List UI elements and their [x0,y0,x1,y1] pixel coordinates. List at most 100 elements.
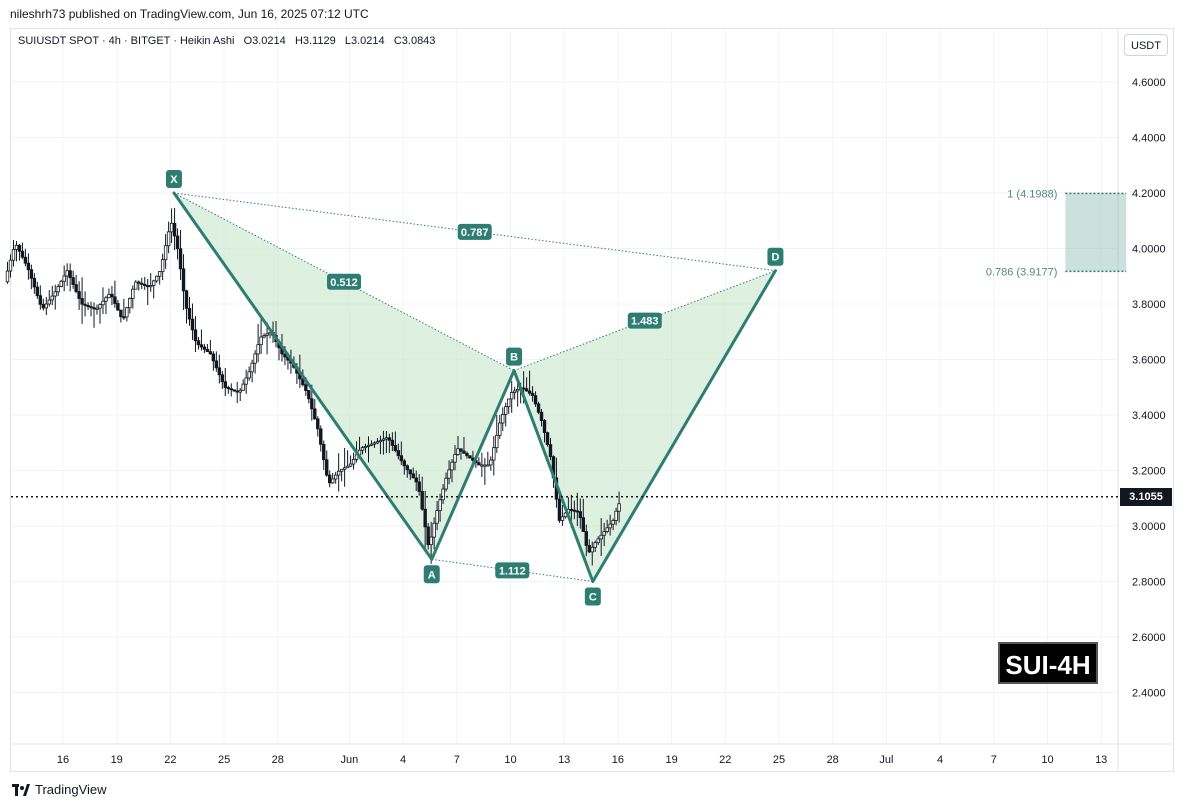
candle-body [548,444,553,458]
candle-body [489,459,493,466]
candle-body [32,277,37,288]
candle-body [447,469,451,479]
candle-body [190,318,195,331]
legend-symbol: SUIUSDT SPOT · 4h · BITGET · Heikin Ashi [18,35,235,47]
leg-ab [430,369,516,561]
fib-level-label: 0.786 (3.9177) [986,266,1058,278]
x-tick-label: 28 [272,754,284,766]
candle-body [459,448,463,452]
candle-body [211,353,216,362]
candle-body [116,303,120,311]
footer-brand-label: TradingView [35,782,107,797]
candle-body [74,284,78,292]
ratio-label: 0.787 [461,227,489,239]
candle-body [193,329,198,342]
candle-body [131,288,135,299]
candle-body [151,280,156,286]
candle-body [149,285,153,288]
candle-body [184,290,189,309]
candle-body [181,268,186,292]
candle-body [423,508,427,528]
candle-body [602,531,606,536]
x-tick-label: 19 [665,754,677,766]
footer-brand[interactable]: TradingView [12,782,107,797]
candle-body [178,248,183,270]
candle-body [244,377,248,385]
point-badge [165,170,182,188]
ratio-line [513,270,776,372]
candle-body [507,398,511,408]
candle-body [345,465,350,469]
ratio-badge [327,273,362,290]
candle-body [310,398,314,410]
candle-body [444,477,448,490]
candle-body [512,390,517,393]
candle-body [23,256,28,264]
legend-low: L3.0214 [344,35,385,47]
candle-body [128,298,132,309]
candle-body [560,516,565,521]
candle-body [113,296,117,304]
candle-body [175,235,180,250]
candle-body [319,428,323,445]
x-tick-label: 10 [504,754,516,766]
x-tick-label: 16 [612,754,624,766]
ratio-label: 0.512 [330,277,358,289]
ratio-label: 1.483 [631,316,659,328]
candle-body [578,511,583,519]
candle-body [262,335,266,338]
x-tick-label: Jul [879,754,893,766]
candle-body [536,403,541,413]
candle-body [146,285,150,288]
candle-body [125,307,129,318]
candle-body [154,275,159,282]
symbol-legend[interactable]: SUIUSDT SPOT · 4h · BITGET · Heikin Ashi… [18,35,435,47]
y-tick-label: 3.4000 [1132,410,1166,422]
ratio-badge [627,312,662,329]
y-tick-label: 2.6000 [1132,632,1166,644]
candle-body [38,295,43,305]
candle-body [301,378,305,386]
candle-body [137,281,141,284]
leg-xa [172,191,434,561]
candle-body [572,509,577,512]
candle-body [65,270,69,277]
candle-body [342,467,347,470]
y-tick-label: 4.2000 [1132,188,1166,200]
leg-bc [512,369,595,583]
y-tick-label: 4.6000 [1132,77,1166,89]
candle-body [584,531,588,546]
x-tick-label: 13 [1095,754,1107,766]
candle-body [408,469,412,475]
candle-body [59,280,63,287]
candle-body [438,499,442,511]
candle-body [501,413,505,424]
candle-body [351,458,356,465]
candle-body [530,392,535,396]
candle-body [539,411,544,421]
x-tick-label: 19 [111,754,123,766]
ratio-badge [495,562,530,579]
candle-body [223,381,227,388]
y-tick-label: 2.4000 [1132,688,1166,700]
y-tick-label: 3.2000 [1132,466,1166,478]
candle-body [614,510,618,521]
ratio-badge [457,223,492,240]
candle-body [47,299,51,305]
candle-body [166,231,171,247]
candle-body [172,222,177,237]
candle-body [160,259,165,273]
candle-body [348,463,353,467]
x-tick-label: 13 [558,754,570,766]
candle-body [238,389,242,393]
candle-body [163,245,168,261]
candle-body [483,464,487,467]
published-line: nileshrh73 published on TradingView.com,… [10,7,369,21]
ratio-line [173,192,515,372]
y-tick-label: 2.8000 [1132,577,1166,589]
currency-button[interactable]: USDT [1124,34,1168,56]
candle-body [313,408,317,420]
candle-body [435,510,439,524]
candle-body [384,437,389,440]
